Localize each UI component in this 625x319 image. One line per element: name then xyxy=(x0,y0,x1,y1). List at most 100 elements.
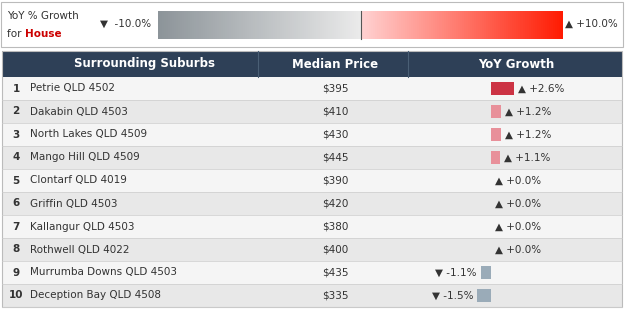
Polygon shape xyxy=(456,11,458,39)
Polygon shape xyxy=(511,11,512,39)
Polygon shape xyxy=(302,11,304,39)
Polygon shape xyxy=(334,11,336,39)
Text: 3: 3 xyxy=(12,130,19,139)
Polygon shape xyxy=(231,11,233,39)
FancyBboxPatch shape xyxy=(2,146,622,169)
Polygon shape xyxy=(503,11,504,39)
Polygon shape xyxy=(247,11,249,39)
Polygon shape xyxy=(312,11,314,39)
Polygon shape xyxy=(364,11,367,39)
Text: 4: 4 xyxy=(12,152,20,162)
Polygon shape xyxy=(202,11,204,39)
Polygon shape xyxy=(362,11,364,39)
Polygon shape xyxy=(433,11,436,39)
Text: $435: $435 xyxy=(322,268,348,278)
Polygon shape xyxy=(462,11,464,39)
Polygon shape xyxy=(199,11,201,39)
Polygon shape xyxy=(182,11,184,39)
Polygon shape xyxy=(160,11,162,39)
Polygon shape xyxy=(472,11,474,39)
Polygon shape xyxy=(508,11,511,39)
Polygon shape xyxy=(324,11,326,39)
Polygon shape xyxy=(537,11,539,39)
Polygon shape xyxy=(298,11,300,39)
Text: 2: 2 xyxy=(12,107,19,116)
Text: $445: $445 xyxy=(322,152,348,162)
Polygon shape xyxy=(172,11,174,39)
Polygon shape xyxy=(441,11,444,39)
Polygon shape xyxy=(178,11,180,39)
Polygon shape xyxy=(354,11,356,39)
Polygon shape xyxy=(460,11,462,39)
Polygon shape xyxy=(184,11,186,39)
Polygon shape xyxy=(235,11,237,39)
Polygon shape xyxy=(209,11,211,39)
Polygon shape xyxy=(346,11,348,39)
Polygon shape xyxy=(241,11,243,39)
FancyBboxPatch shape xyxy=(2,169,622,192)
Polygon shape xyxy=(310,11,312,39)
Polygon shape xyxy=(494,11,496,39)
Polygon shape xyxy=(470,11,472,39)
Polygon shape xyxy=(207,11,209,39)
Polygon shape xyxy=(519,11,521,39)
Text: Rothwell QLD 4022: Rothwell QLD 4022 xyxy=(30,244,129,255)
Polygon shape xyxy=(300,11,302,39)
Polygon shape xyxy=(164,11,166,39)
Polygon shape xyxy=(261,11,263,39)
Polygon shape xyxy=(286,11,288,39)
Polygon shape xyxy=(342,11,344,39)
Polygon shape xyxy=(196,11,199,39)
Polygon shape xyxy=(314,11,316,39)
Polygon shape xyxy=(498,11,500,39)
Polygon shape xyxy=(276,11,278,39)
Polygon shape xyxy=(316,11,318,39)
Polygon shape xyxy=(377,11,379,39)
Polygon shape xyxy=(439,11,441,39)
Polygon shape xyxy=(158,11,160,39)
Polygon shape xyxy=(401,11,403,39)
Polygon shape xyxy=(545,11,547,39)
Polygon shape xyxy=(547,11,549,39)
Polygon shape xyxy=(454,11,456,39)
Polygon shape xyxy=(444,11,446,39)
Polygon shape xyxy=(500,11,502,39)
FancyBboxPatch shape xyxy=(491,105,501,118)
Polygon shape xyxy=(245,11,247,39)
Polygon shape xyxy=(387,11,389,39)
Polygon shape xyxy=(166,11,168,39)
FancyBboxPatch shape xyxy=(2,238,622,261)
Text: $400: $400 xyxy=(322,244,348,255)
FancyBboxPatch shape xyxy=(2,215,622,238)
Polygon shape xyxy=(407,11,409,39)
Polygon shape xyxy=(217,11,219,39)
FancyBboxPatch shape xyxy=(2,284,622,307)
Text: Mango Hill QLD 4509: Mango Hill QLD 4509 xyxy=(30,152,140,162)
Polygon shape xyxy=(227,11,229,39)
FancyBboxPatch shape xyxy=(2,123,622,146)
Polygon shape xyxy=(397,11,399,39)
Polygon shape xyxy=(555,11,557,39)
Polygon shape xyxy=(429,11,431,39)
Polygon shape xyxy=(452,11,454,39)
Polygon shape xyxy=(322,11,324,39)
Polygon shape xyxy=(308,11,310,39)
Polygon shape xyxy=(328,11,330,39)
Text: ▼  -10.0%: ▼ -10.0% xyxy=(100,19,151,29)
Text: $380: $380 xyxy=(322,221,348,232)
Polygon shape xyxy=(391,11,393,39)
Text: 9: 9 xyxy=(12,268,19,278)
Polygon shape xyxy=(338,11,340,39)
Polygon shape xyxy=(268,11,269,39)
Polygon shape xyxy=(464,11,466,39)
Text: ▲ +1.1%: ▲ +1.1% xyxy=(504,152,551,162)
Polygon shape xyxy=(522,11,524,39)
Polygon shape xyxy=(409,11,411,39)
Polygon shape xyxy=(385,11,387,39)
FancyBboxPatch shape xyxy=(478,289,491,302)
Polygon shape xyxy=(233,11,235,39)
Polygon shape xyxy=(512,11,514,39)
Polygon shape xyxy=(344,11,346,39)
Text: $410: $410 xyxy=(322,107,348,116)
Polygon shape xyxy=(176,11,178,39)
